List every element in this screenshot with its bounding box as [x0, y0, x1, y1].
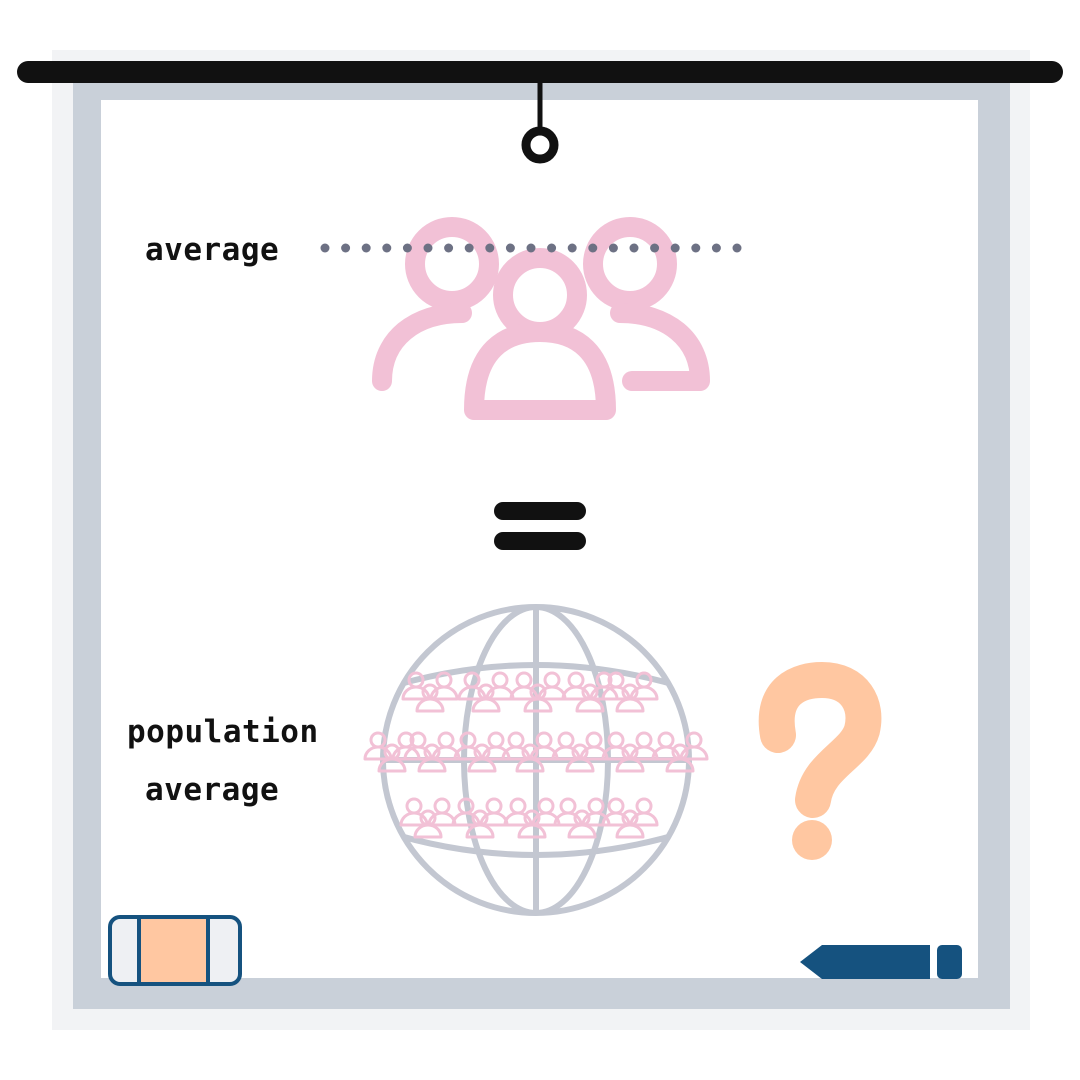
dot — [608, 243, 618, 253]
dot — [588, 243, 598, 253]
dot — [711, 243, 721, 253]
equals-icon — [494, 502, 586, 550]
dot — [505, 243, 515, 253]
dot — [382, 243, 392, 253]
dot — [670, 243, 680, 253]
users-group-icon — [372, 217, 710, 420]
dot — [423, 243, 433, 253]
dot — [526, 243, 536, 253]
dot — [464, 243, 474, 253]
dot — [341, 243, 351, 253]
dot — [402, 243, 412, 253]
population-label: population — [127, 714, 319, 750]
dot — [650, 243, 660, 253]
sample-average-label: average — [145, 232, 280, 268]
dot — [567, 243, 577, 253]
marker-icon[interactable] — [800, 945, 962, 979]
population-average-label: average — [145, 772, 280, 808]
dot — [320, 243, 330, 253]
question-mark-icon — [758, 662, 882, 860]
hanging-hook — [521, 126, 559, 164]
dot — [547, 243, 557, 253]
dot — [485, 243, 495, 253]
dot — [732, 243, 742, 253]
eraser-icon[interactable] — [108, 915, 242, 986]
dot — [444, 243, 454, 253]
dot — [629, 243, 639, 253]
dot — [361, 243, 371, 253]
dot — [691, 243, 701, 253]
dotted-average-line — [320, 243, 742, 253]
